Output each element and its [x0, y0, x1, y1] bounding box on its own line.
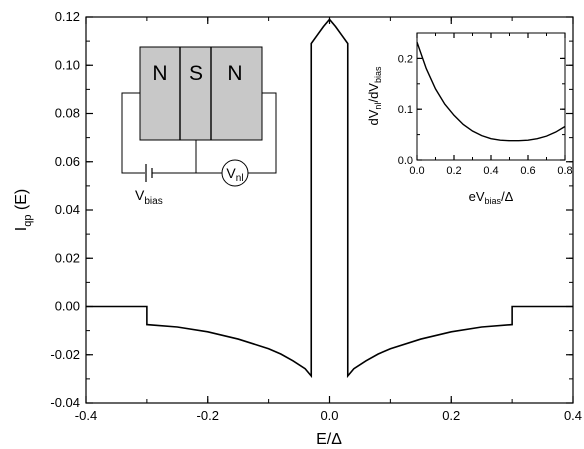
region-label-s: S [189, 62, 203, 85]
y-tick-label: -0.04 [50, 395, 80, 410]
y-tick-label: 0.2 [398, 53, 413, 65]
x-tick-label: 0.0 [320, 408, 338, 423]
y-tick-label: 0.04 [55, 202, 80, 217]
device-body [139, 46, 263, 141]
voltmeter-label: Vnl [226, 165, 243, 184]
inset-tick-labels: 0.0 0.2 0.4 0.6 0.8 0.0 0.1 0.2 [398, 53, 573, 177]
vbias-label: Vbias [135, 187, 163, 207]
y-tick-label: 0.08 [55, 106, 80, 121]
bias-wire [121, 92, 145, 174]
x-tick-label: 0.2 [442, 408, 460, 423]
x-tick-label: 0.6 [520, 165, 535, 177]
y-axis-label: Iqp (E) [13, 189, 34, 231]
x-tick-label: 0.4 [483, 165, 498, 177]
region-label-n-left: N [152, 62, 167, 85]
x-axis-label: E/Δ [316, 431, 342, 448]
x-tick-label: -0.2 [197, 408, 219, 423]
inset-series-line [416, 41, 566, 142]
inset-plot-frame [416, 32, 566, 161]
y-tick-label: 0.0 [398, 155, 413, 167]
voltmeter-circle [221, 159, 249, 187]
y-tick-label: 0.1 [398, 104, 413, 116]
region-label-n-right: N [227, 62, 242, 85]
inset-y-axis-label: dVnl/dVbias [366, 66, 383, 125]
probe-wire [247, 92, 277, 174]
y-tick-label: -0.02 [50, 347, 80, 362]
y-tick-label: 0.02 [55, 250, 80, 265]
main-series-line [86, 18, 573, 379]
x-tick-label: 0.2 [446, 165, 461, 177]
inset-axis-ticks [416, 32, 566, 161]
inset-x-axis-label: eVbias/Δ [469, 189, 514, 206]
main-tick-labels: -0.4 -0.2 0.0 0.2 0.4 -0.04 -0.02 0.00 0.02 0.04 0… [50, 9, 582, 423]
y-tick-label: 0.00 [55, 299, 80, 314]
y-tick-label: 0.06 [55, 154, 80, 169]
device-schematic: N S N Vnl Vbias [121, 46, 277, 207]
y-tick-label: 0.10 [55, 57, 80, 72]
x-tick-label: 0.0 [409, 165, 424, 177]
x-tick-label: -0.4 [75, 408, 97, 423]
x-tick-label: 0.8 [557, 165, 572, 177]
x-tick-label: 0.4 [564, 408, 582, 423]
y-tick-label: 0.12 [55, 9, 80, 24]
